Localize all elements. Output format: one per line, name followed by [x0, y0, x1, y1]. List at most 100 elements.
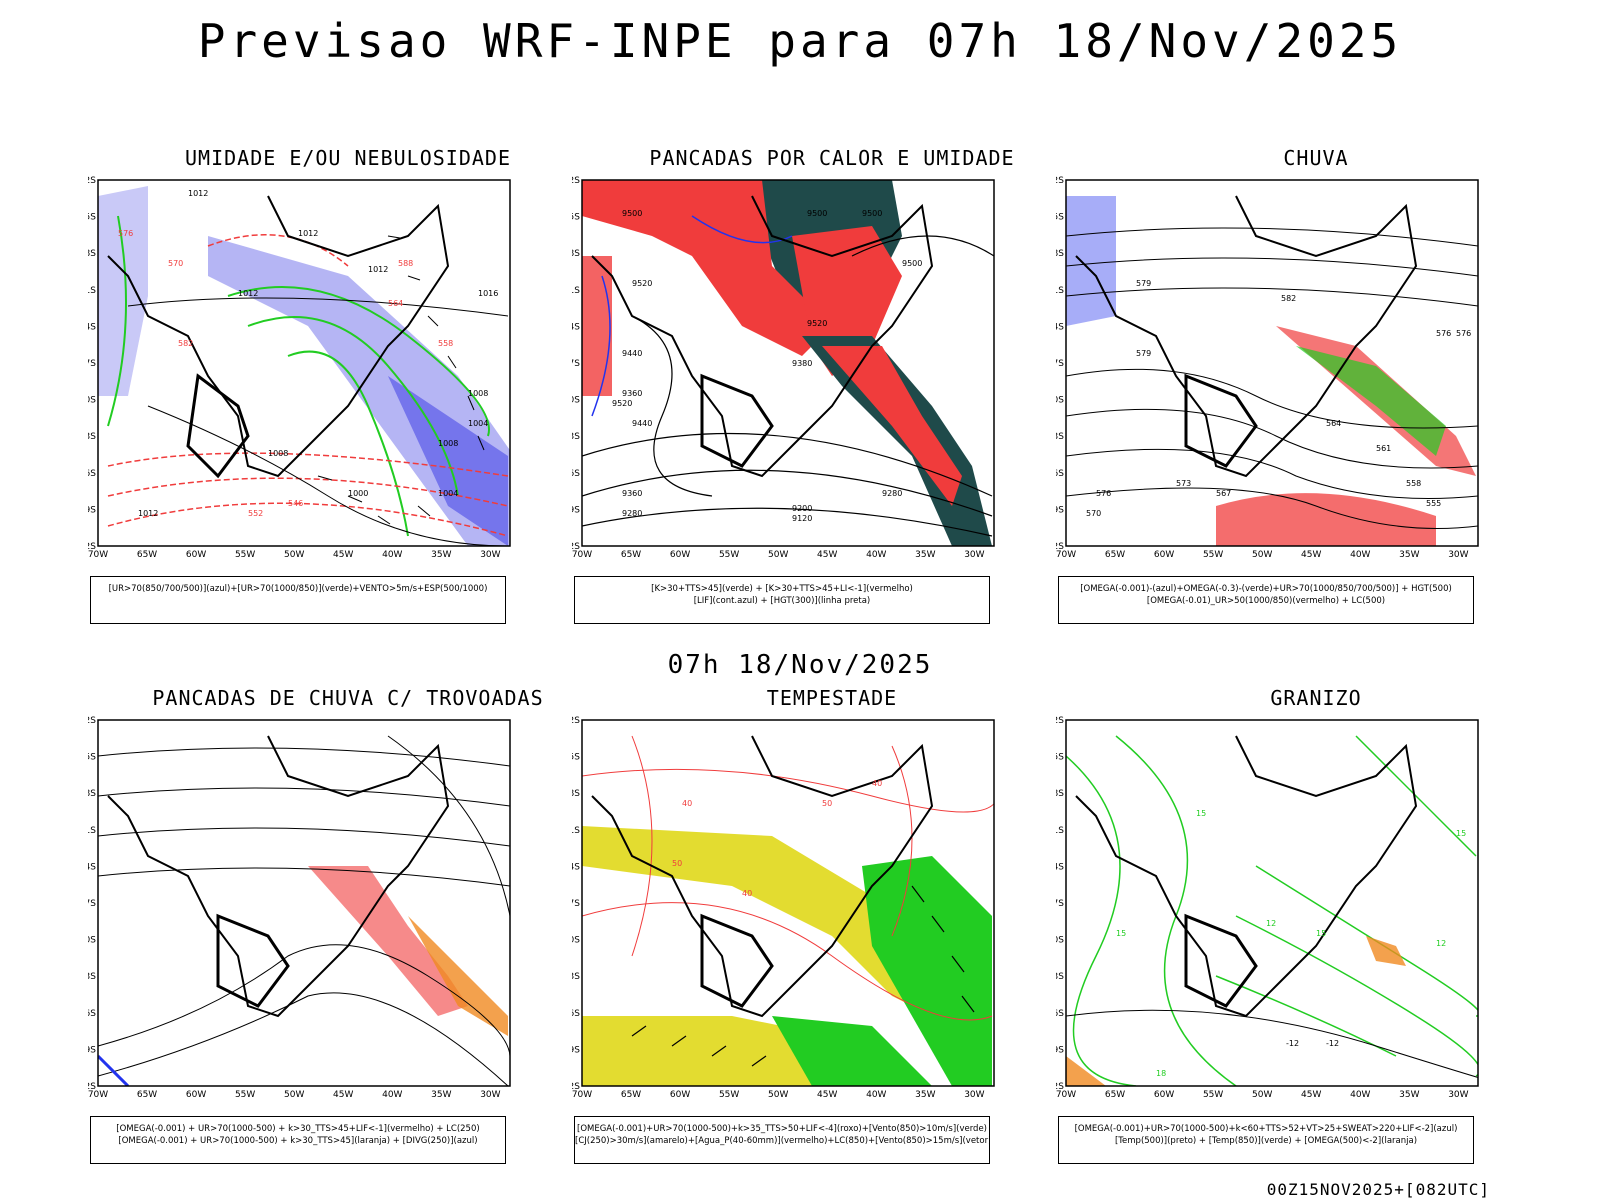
lat-tick-label: 36S: [88, 469, 96, 479]
contour-label: 1012: [238, 289, 258, 298]
contour-label: 564: [388, 299, 403, 308]
contour-label: 1000: [348, 489, 368, 498]
lon-tick-label: 60W: [670, 550, 690, 560]
lon-tick-label: 55W: [1203, 550, 1223, 560]
lat-tick-label: 12S: [1056, 716, 1064, 726]
contour-label: 579: [1136, 349, 1151, 358]
lat-tick-label: 18S: [572, 789, 580, 799]
lat-tick-label: 39S: [88, 1045, 96, 1055]
lat-tick-label: 21S: [1056, 826, 1064, 836]
lon-tick-label: 45W: [1301, 1090, 1321, 1100]
legend-line-1: [OMEGA(-0.001) + UR>70(1000-500) + k>30_…: [116, 1124, 480, 1134]
map-umidade: 12S15S18S21S24S27S30S33S36S39S42S70W65W6…: [88, 176, 588, 560]
lon-tick-label: 60W: [186, 550, 206, 560]
contour-label: 546: [288, 499, 303, 508]
lon-tick-label: 35W: [431, 550, 451, 560]
map-trovoadas: 12S15S18S21S24S27S30S33S36S39S42S70W65W6…: [88, 716, 588, 1100]
lon-tick-label: 45W: [333, 1090, 353, 1100]
contour-label: -12: [1326, 1039, 1339, 1048]
contour-label: 570: [168, 259, 183, 268]
lat-tick-label: 39S: [572, 1045, 580, 1055]
lon-tick-label: 40W: [382, 1090, 402, 1100]
lat-tick-label: 21S: [572, 286, 580, 296]
lon-tick-label: 40W: [866, 1090, 886, 1100]
lat-tick-label: 30S: [88, 936, 96, 946]
legend-chuva: [OMEGA(-0.001)-(azul)+OMEGA(-0.3)-(verde…: [1058, 576, 1474, 624]
contour-label: 9440: [622, 349, 642, 358]
legend-tempestade: [OMEGA(-0.001)+UR>70(1000-500)+k>35_TTS>…: [574, 1116, 990, 1164]
lat-tick-label: 33S: [572, 972, 580, 982]
lon-tick-label: 55W: [1203, 1090, 1223, 1100]
lat-tick-label: 12S: [88, 716, 96, 726]
lat-tick-label: 36S: [88, 1009, 96, 1019]
lon-tick-label: 30W: [480, 1090, 500, 1100]
contour-label: 1016: [478, 289, 498, 298]
legend-trovoadas: [OMEGA(-0.001) + UR>70(1000-500) + k>30_…: [90, 1116, 506, 1164]
lon-tick-label: 70W: [88, 550, 108, 560]
lat-tick-label: 42S: [88, 1082, 96, 1092]
contour-label: 9520: [632, 279, 652, 288]
contour-label: 18: [1156, 1069, 1166, 1078]
legend-line-2: [OMEGA(-0.001) + UR>70(1000-500) + k>30_…: [118, 1136, 478, 1146]
lat-tick-label: 27S: [572, 899, 580, 909]
lon-tick-label: 65W: [137, 550, 157, 560]
footer-run-info: 00Z15NOV2025+[082UTC]: [1266, 1180, 1490, 1199]
lat-tick-label: 39S: [88, 505, 96, 515]
main-title: Previsao WRF-INPE para 07h 18/Nov/2025: [197, 14, 1403, 68]
contour-label: 40: [872, 779, 882, 788]
lon-tick-label: 60W: [1154, 1090, 1174, 1100]
contour-label: 9520: [612, 399, 632, 408]
lon-tick-label: 40W: [382, 550, 402, 560]
contour-label: 50: [672, 859, 682, 868]
contour-label: 50: [822, 799, 832, 808]
lat-tick-label: 24S: [572, 322, 580, 332]
contour-label: 9200: [792, 504, 812, 513]
lon-tick-label: 30W: [964, 1090, 984, 1100]
contour-label: 9440: [632, 419, 652, 428]
legend-line-2: [CJ(250)>30m/s](amarelo)+[Agua_P(40-60mm…: [575, 1136, 989, 1146]
lat-tick-label: 33S: [1056, 972, 1064, 982]
lat-tick-label: 18S: [1056, 789, 1064, 799]
lon-tick-label: 65W: [621, 550, 641, 560]
contour-label: 9360: [622, 489, 642, 498]
contour-label: 15: [1196, 809, 1206, 818]
lat-tick-label: 42S: [572, 1082, 580, 1092]
contour-label: 12: [1436, 939, 1446, 948]
lat-tick-label: 12S: [88, 176, 96, 186]
lon-tick-label: 70W: [88, 1090, 108, 1100]
legend-line-1: [K>30+TTS>45](verde) + [K>30+TTS>45+LI<-…: [651, 584, 913, 594]
lat-tick-label: 39S: [1056, 505, 1064, 515]
lat-tick-label: 12S: [1056, 176, 1064, 186]
lon-tick-label: 45W: [817, 1090, 837, 1100]
legend-line-2: [LIF](cont.azul) + [HGT(300)](linha pret…: [693, 596, 871, 606]
panel-title: PANCADAS DE CHUVA C/ TROVOADAS: [152, 686, 544, 710]
legend-line-2: [OMEGA(-0.01)_UR>50(1000/850)(vermelho) …: [1146, 596, 1386, 606]
lon-tick-label: 55W: [235, 550, 255, 560]
contour-label: 558: [438, 339, 453, 348]
lon-tick-label: 50W: [768, 1090, 788, 1100]
lon-tick-label: 50W: [284, 1090, 304, 1100]
lat-tick-label: 42S: [1056, 1082, 1064, 1092]
contour-label: 9360: [622, 389, 642, 398]
panel-title: CHUVA: [1283, 146, 1349, 170]
panel-title: GRANIZO: [1270, 686, 1362, 710]
lat-tick-label: 21S: [572, 826, 580, 836]
lon-tick-label: 65W: [137, 1090, 157, 1100]
lon-tick-label: 65W: [1105, 1090, 1125, 1100]
contour-label: 9280: [622, 509, 642, 518]
lon-tick-label: 50W: [284, 550, 304, 560]
map-pancadas-calor: 12S15S18S21S24S27S30S33S36S39S42S70W65W6…: [572, 176, 1072, 560]
lon-tick-label: 30W: [964, 550, 984, 560]
contour-label: 9500: [807, 209, 827, 218]
lon-tick-label: 65W: [621, 1090, 641, 1100]
lat-tick-label: 24S: [88, 862, 96, 872]
lat-tick-label: 33S: [88, 432, 96, 442]
contour-label: 15: [1116, 929, 1126, 938]
lon-tick-label: 35W: [1399, 550, 1419, 560]
lat-tick-label: 24S: [1056, 322, 1064, 332]
lon-tick-label: 35W: [915, 550, 935, 560]
legend-pancadas-calor: [K>30+TTS>45](verde) + [K>30+TTS>45+LI<-…: [574, 576, 990, 624]
lon-tick-label: 60W: [670, 1090, 690, 1100]
contour-label: 9500: [622, 209, 642, 218]
legend-granizo: [OMEGA(-0.001)+UR>70(1000-500)+k<60+TTS>…: [1058, 1116, 1474, 1164]
